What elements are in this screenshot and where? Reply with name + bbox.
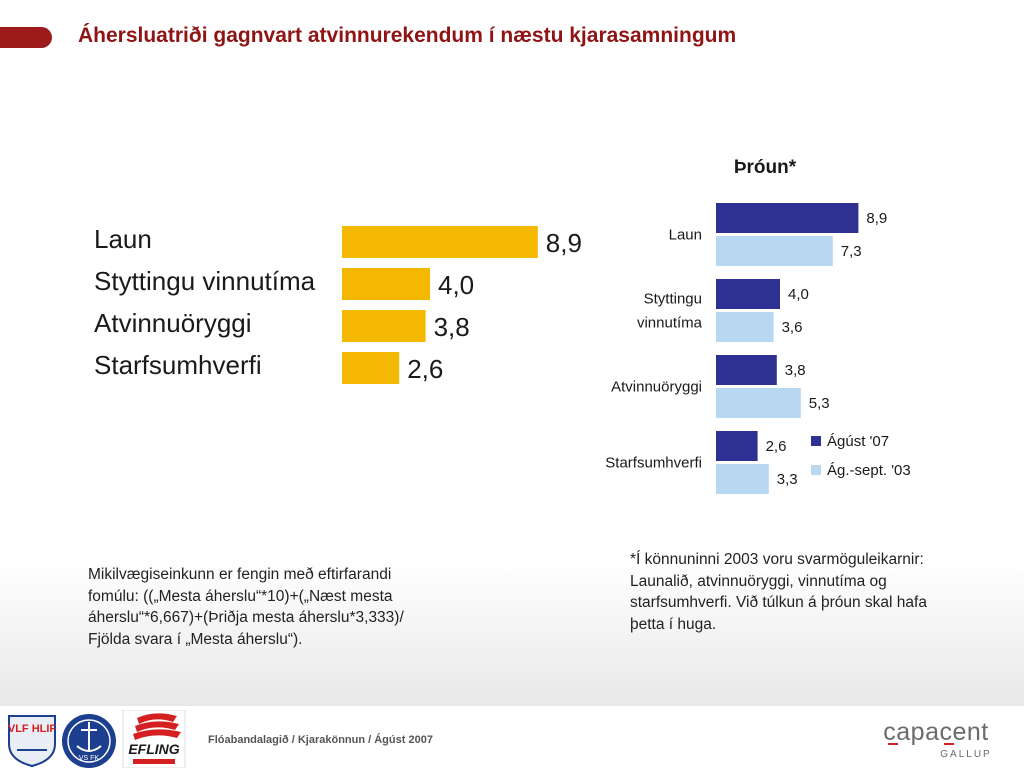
vlf-hlif-logo: VLF HLIF: [8, 715, 57, 768]
legend-label: Ág.-sept. '03: [827, 462, 911, 479]
value-label: 2,6: [407, 354, 443, 384]
page-title: Áhersluatriði gagnvart atvinnurekendum í…: [78, 24, 737, 47]
title-accent-tab: [0, 27, 52, 48]
value-label: 8,9: [866, 210, 887, 227]
formula-note: Mikilvægiseinkunn er fengin með eftirfar…: [88, 566, 404, 648]
trend-bar-chart: Þróun* Laun 8,97,3 Styttingu vinnutíma 4,0 3,6…: [605, 157, 911, 494]
bar-agust-07: [716, 431, 758, 461]
bar-agust-07: [716, 203, 859, 233]
value-label: 3,8: [434, 312, 470, 342]
brand-name: capacent: [883, 718, 988, 746]
efling-logo-text: EFLING: [128, 741, 179, 757]
bar: [342, 352, 400, 384]
value-label: 7,3: [841, 243, 862, 260]
value-label: 2,6: [766, 438, 787, 455]
footer-bar: VLF HLIF VS FK EFLING Flóabandalagið / K…: [0, 706, 1024, 768]
legend-swatch: [811, 465, 821, 475]
bar-ag-sept-03: [716, 464, 769, 494]
value-label: 3,6: [782, 319, 803, 336]
bar-agust-07: [716, 355, 777, 385]
bar: [342, 310, 426, 342]
category-label: Laun: [94, 224, 152, 254]
category-label: Starfsumhverfi: [94, 350, 262, 380]
value-label: 4,0: [438, 270, 474, 300]
value-label: 3,8: [785, 362, 806, 379]
category-label: Styttingu vinnutíma: [94, 266, 316, 296]
survey-footnote: *Í könnuninni 2003 voru svarmöguleikarni…: [630, 551, 927, 633]
legend-label: Ágúst '07: [827, 433, 889, 450]
value-label: 5,3: [809, 395, 830, 412]
footer-caption: Flóabandalagið / Kjarakönnun / Ágúst 200…: [208, 734, 433, 746]
value-label: 3,3: [777, 471, 798, 488]
efling-logo: EFLING: [122, 710, 186, 768]
bar-agust-07: [716, 279, 780, 309]
bar: [342, 226, 538, 258]
value-label: 4,0: [788, 286, 809, 303]
chart-title: Þróun*: [734, 157, 797, 178]
legend-swatch: [811, 436, 821, 446]
vsfk-logo-text: VS FK: [79, 755, 100, 762]
union-logos: VLF HLIF VS FK EFLING: [8, 710, 186, 768]
bar-ag-sept-03: [716, 236, 833, 266]
bar-ag-sept-03: [716, 312, 774, 342]
vsfk-logo: VS FK: [62, 714, 116, 768]
category-label: Styttingu vinnutíma: [637, 291, 703, 332]
importance-bar-chart: Laun 8,9 Styttingu vinnutíma 4,0 Atvinnuöryg…: [94, 224, 582, 384]
brand-sub: GALLUP: [940, 749, 991, 760]
category-label: Laun: [669, 227, 702, 244]
capacent-gallup-logo: capacent GALLUP: [883, 718, 991, 760]
category-label: Starfsumhverfi: [605, 455, 702, 472]
value-label: 8,9: [546, 228, 582, 258]
bar: [342, 268, 430, 300]
bar-ag-sept-03: [716, 388, 801, 418]
vlf-hlif-logo-text: VLF HLIF: [8, 723, 57, 735]
category-label: Atvinnuöryggi: [94, 308, 252, 338]
category-label: Atvinnuöryggi: [611, 379, 702, 396]
